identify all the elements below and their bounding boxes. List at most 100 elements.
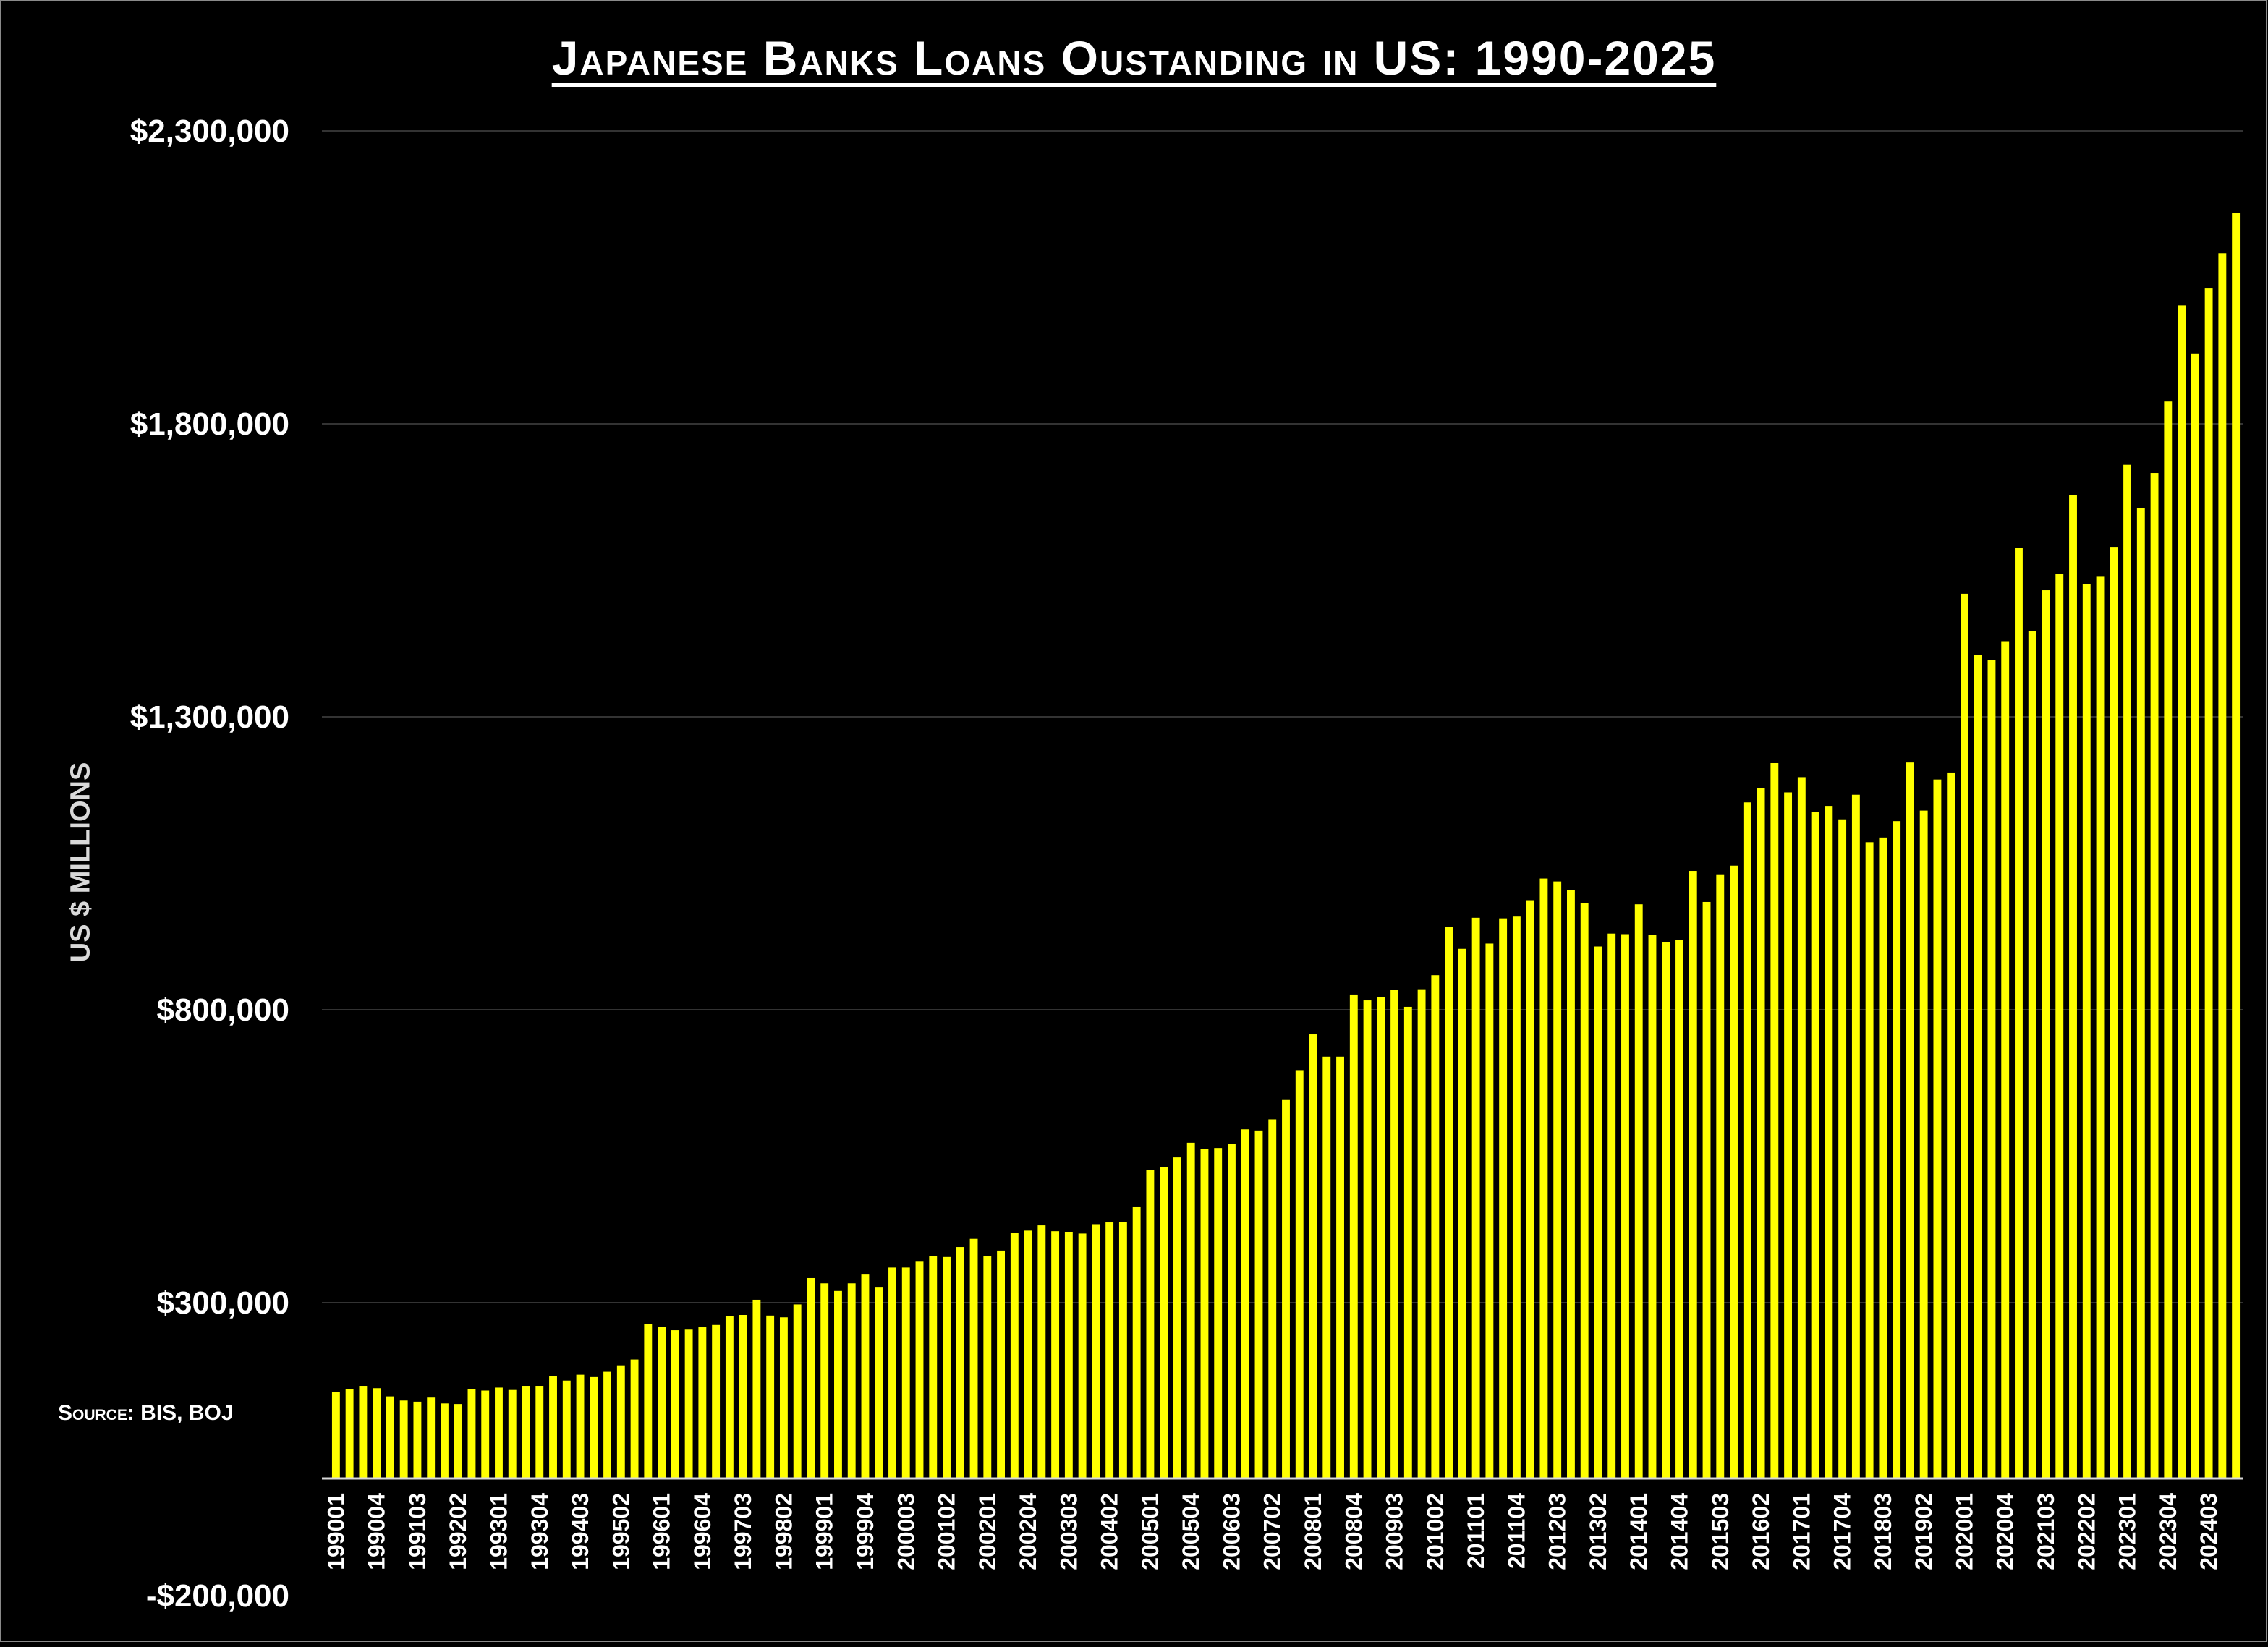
bar-201402: [1648, 935, 1657, 1478]
bar-202001: [1961, 593, 1968, 1478]
x-tick-label: 199502: [608, 1493, 634, 1570]
bar-199404: [590, 1376, 598, 1478]
bar-199304: [535, 1386, 544, 1478]
bar-200602: [1214, 1148, 1223, 1478]
bar-200504: [1186, 1142, 1195, 1478]
bar-202303: [2150, 473, 2159, 1478]
x-tick-label: 199802: [770, 1493, 797, 1570]
bar-201601: [1743, 802, 1751, 1478]
x-tick-label: 201401: [1626, 1493, 1652, 1570]
bar-199903: [847, 1283, 856, 1478]
bar-200404: [1132, 1206, 1141, 1478]
bar-201901: [1906, 762, 1914, 1478]
bar-202101: [2015, 548, 2023, 1478]
bar-201002: [1431, 975, 1440, 1478]
bar-199203: [467, 1389, 476, 1478]
bar-201503: [1716, 874, 1725, 1478]
bar-202301: [2123, 464, 2131, 1479]
bar-202002: [1974, 655, 1982, 1479]
bar-199603: [684, 1329, 693, 1478]
bar-202202: [2082, 584, 2091, 1478]
bar-202501: [2232, 213, 2241, 1478]
bar-202003: [1987, 660, 1996, 1479]
bar-199202: [454, 1404, 462, 1478]
x-tick-label: 201302: [1585, 1493, 1611, 1570]
x-axis-ticks: 199001 199004 199103 199202 199301 199304 1994…: [323, 1493, 2222, 1570]
bar-200202: [997, 1250, 1006, 1478]
bar-201702: [1811, 812, 1819, 1478]
bar-200403: [1118, 1222, 1127, 1478]
bar-201504: [1730, 865, 1738, 1478]
x-tick-label: 200903: [1382, 1493, 1408, 1570]
x-tick-label: 199001: [323, 1493, 349, 1570]
x-tick-label: 201104: [1503, 1493, 1529, 1569]
bar-201403: [1662, 942, 1670, 1478]
bar-201803: [1879, 837, 1887, 1478]
bar-199801: [766, 1315, 775, 1478]
x-tick-label: 199901: [812, 1493, 838, 1570]
bar-201102: [1485, 943, 1494, 1478]
bar-202401: [2178, 305, 2186, 1478]
bar-201103: [1499, 918, 1508, 1478]
bar-202404: [2218, 253, 2227, 1478]
x-tick-label: 199604: [689, 1493, 715, 1570]
bar-202103: [2042, 590, 2050, 1478]
x-tick-label: 202403: [2196, 1493, 2222, 1570]
y-tick-label: $1,800,000: [130, 407, 289, 442]
bar-201304: [1621, 934, 1629, 1478]
bar-200701: [1254, 1130, 1263, 1478]
x-tick-label: 201902: [1911, 1493, 1937, 1570]
bar-199901: [820, 1283, 829, 1478]
x-tick-label: 201602: [1748, 1493, 1774, 1570]
bar-201204: [1566, 890, 1575, 1478]
bar-200901: [1363, 1000, 1372, 1478]
y-tick-label: $2,300,000: [130, 114, 289, 149]
bar-201804: [1893, 821, 1901, 1478]
bar-201404: [1675, 940, 1683, 1478]
x-tick-label: 200303: [1056, 1493, 1082, 1570]
bar-201401: [1634, 904, 1643, 1478]
bar-199101: [386, 1396, 394, 1478]
bar-200104: [969, 1238, 978, 1478]
x-tick-label: 202001: [1951, 1493, 1977, 1570]
bar-201303: [1607, 933, 1616, 1478]
bar-201602: [1757, 788, 1765, 1478]
bar-199501: [603, 1371, 611, 1478]
bar-199102: [399, 1400, 408, 1478]
x-tick-label: 202301: [2115, 1493, 2141, 1570]
bar-200204: [1024, 1230, 1032, 1478]
bar-199302: [508, 1389, 517, 1478]
source-note: Source: BIS, BOJ: [58, 1401, 234, 1425]
bar-199401: [549, 1376, 557, 1478]
x-tick-label: 201101: [1463, 1493, 1489, 1569]
bar-201004: [1458, 948, 1466, 1478]
x-tick-label: 201701: [1788, 1493, 1814, 1570]
bar-199103: [413, 1401, 422, 1478]
bar-202004: [2001, 641, 2010, 1478]
bar-200703: [1282, 1099, 1290, 1478]
x-tick-label: 199601: [649, 1493, 675, 1570]
x-tick-label: 201704: [1830, 1493, 1856, 1570]
x-tick-label: 200003: [893, 1493, 919, 1570]
bar-200802: [1322, 1056, 1331, 1478]
bar-201802: [1865, 842, 1874, 1478]
bar-201302: [1594, 946, 1602, 1478]
bar-199602: [671, 1330, 679, 1478]
bar-202302: [2136, 508, 2145, 1478]
x-tick-label: 200201: [974, 1493, 1001, 1570]
bar-202201: [2069, 495, 2077, 1478]
x-tick-label: 199103: [404, 1493, 430, 1570]
x-tick-label: 201002: [1422, 1493, 1448, 1570]
x-tick-label: 202004: [1992, 1493, 2018, 1570]
x-tick-label: 200402: [1097, 1493, 1123, 1570]
bar-199003: [359, 1386, 368, 1478]
x-tick-label: 199301: [485, 1493, 511, 1570]
bar-201902: [1919, 810, 1928, 1478]
y-tick-label: $1,300,000: [130, 699, 289, 735]
bar-202104: [2055, 574, 2064, 1478]
x-tick-label: 200204: [1015, 1493, 1041, 1570]
bar-201202: [1539, 878, 1548, 1478]
bar-200201: [983, 1256, 992, 1478]
x-tick-label: 199904: [852, 1493, 878, 1570]
